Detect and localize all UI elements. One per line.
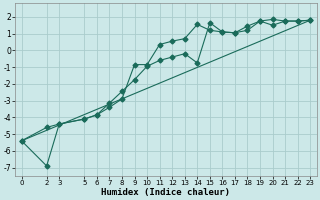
X-axis label: Humidex (Indice chaleur): Humidex (Indice chaleur) bbox=[101, 188, 230, 197]
